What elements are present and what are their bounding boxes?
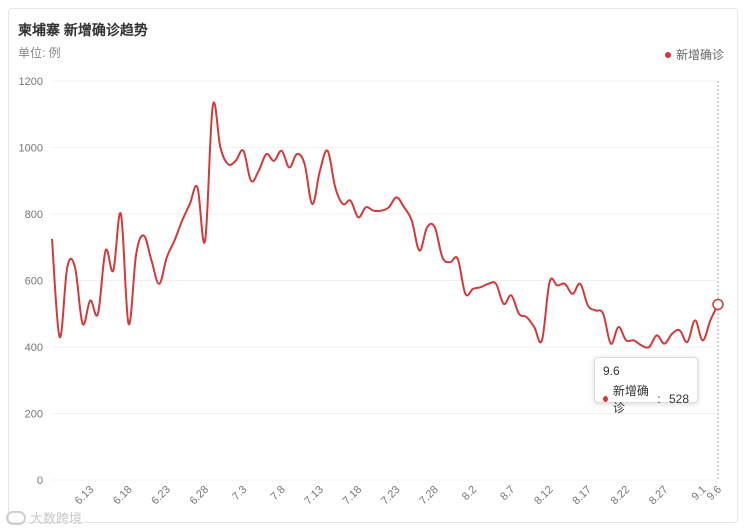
y-axis: 0 200 400 600 800 1000 1200: [19, 76, 43, 487]
x-axis: 6.13 6.18 6.23 6.28 7.3 7.8 7.13 7.18 7.23 7.28 8.…: [73, 484, 724, 508]
x-tick-label: 7.3: [230, 484, 249, 503]
x-tick-label: 9.6: [705, 484, 724, 503]
y-tick-label: 800: [25, 209, 43, 221]
x-tick-label: 7.8: [268, 484, 287, 503]
y-tick-label: 1000: [19, 143, 43, 155]
tooltip-date: 9.6: [603, 364, 620, 378]
x-tick-label: 8.22: [609, 484, 633, 508]
x-tick-label: 8.2: [460, 484, 479, 503]
watermark: 大数跨境: [6, 508, 82, 527]
y-tick-label: 1200: [19, 76, 43, 88]
x-tick-label: 7.23: [379, 484, 403, 508]
y-tick-label: 200: [25, 409, 43, 421]
x-tick-label: 8.17: [570, 484, 594, 508]
x-tick-label: 8.12: [532, 484, 556, 508]
chart-title: 柬埔寨 新增确诊趋势: [18, 22, 148, 38]
tooltip-sep: :: [657, 392, 664, 406]
legend-label: 新增确诊: [675, 48, 724, 62]
x-tick-label: 8.7: [498, 484, 517, 503]
tooltip-marker: [603, 396, 608, 402]
series-line[interactable]: [51, 101, 719, 349]
watermark-text: 大数跨境: [30, 511, 83, 526]
legend[interactable]: 新增确诊: [664, 46, 724, 63]
x-tick-label: 6.28: [188, 484, 212, 508]
watermark-logo-icon: [6, 510, 26, 525]
grid-lines: [52, 80, 719, 481]
tooltip-label: 新增确诊: [612, 384, 649, 415]
x-tick-label: 6.13: [73, 484, 97, 508]
x-tick-label: 8.27: [647, 484, 671, 508]
x-tick-label: 6.18: [111, 484, 135, 508]
series-layer: [51, 101, 724, 349]
highlighted-point[interactable]: [712, 298, 724, 311]
unit-label: 单位: 例: [18, 46, 61, 60]
x-tick-label: 6.23: [149, 484, 173, 508]
x-tick-label: 7.13: [302, 484, 326, 508]
y-tick-label: 600: [25, 276, 43, 288]
legend-marker: [664, 51, 671, 58]
y-tick-label: 0: [37, 475, 43, 487]
chart-card: [8, 8, 738, 523]
tooltip: 9.6 新增确诊: 528: [594, 357, 698, 415]
y-tick-label: 400: [25, 342, 43, 354]
x-tick-label: 7.28: [417, 484, 441, 508]
tooltip-value: 528: [668, 392, 689, 406]
x-tick-label: 7.18: [341, 484, 365, 508]
